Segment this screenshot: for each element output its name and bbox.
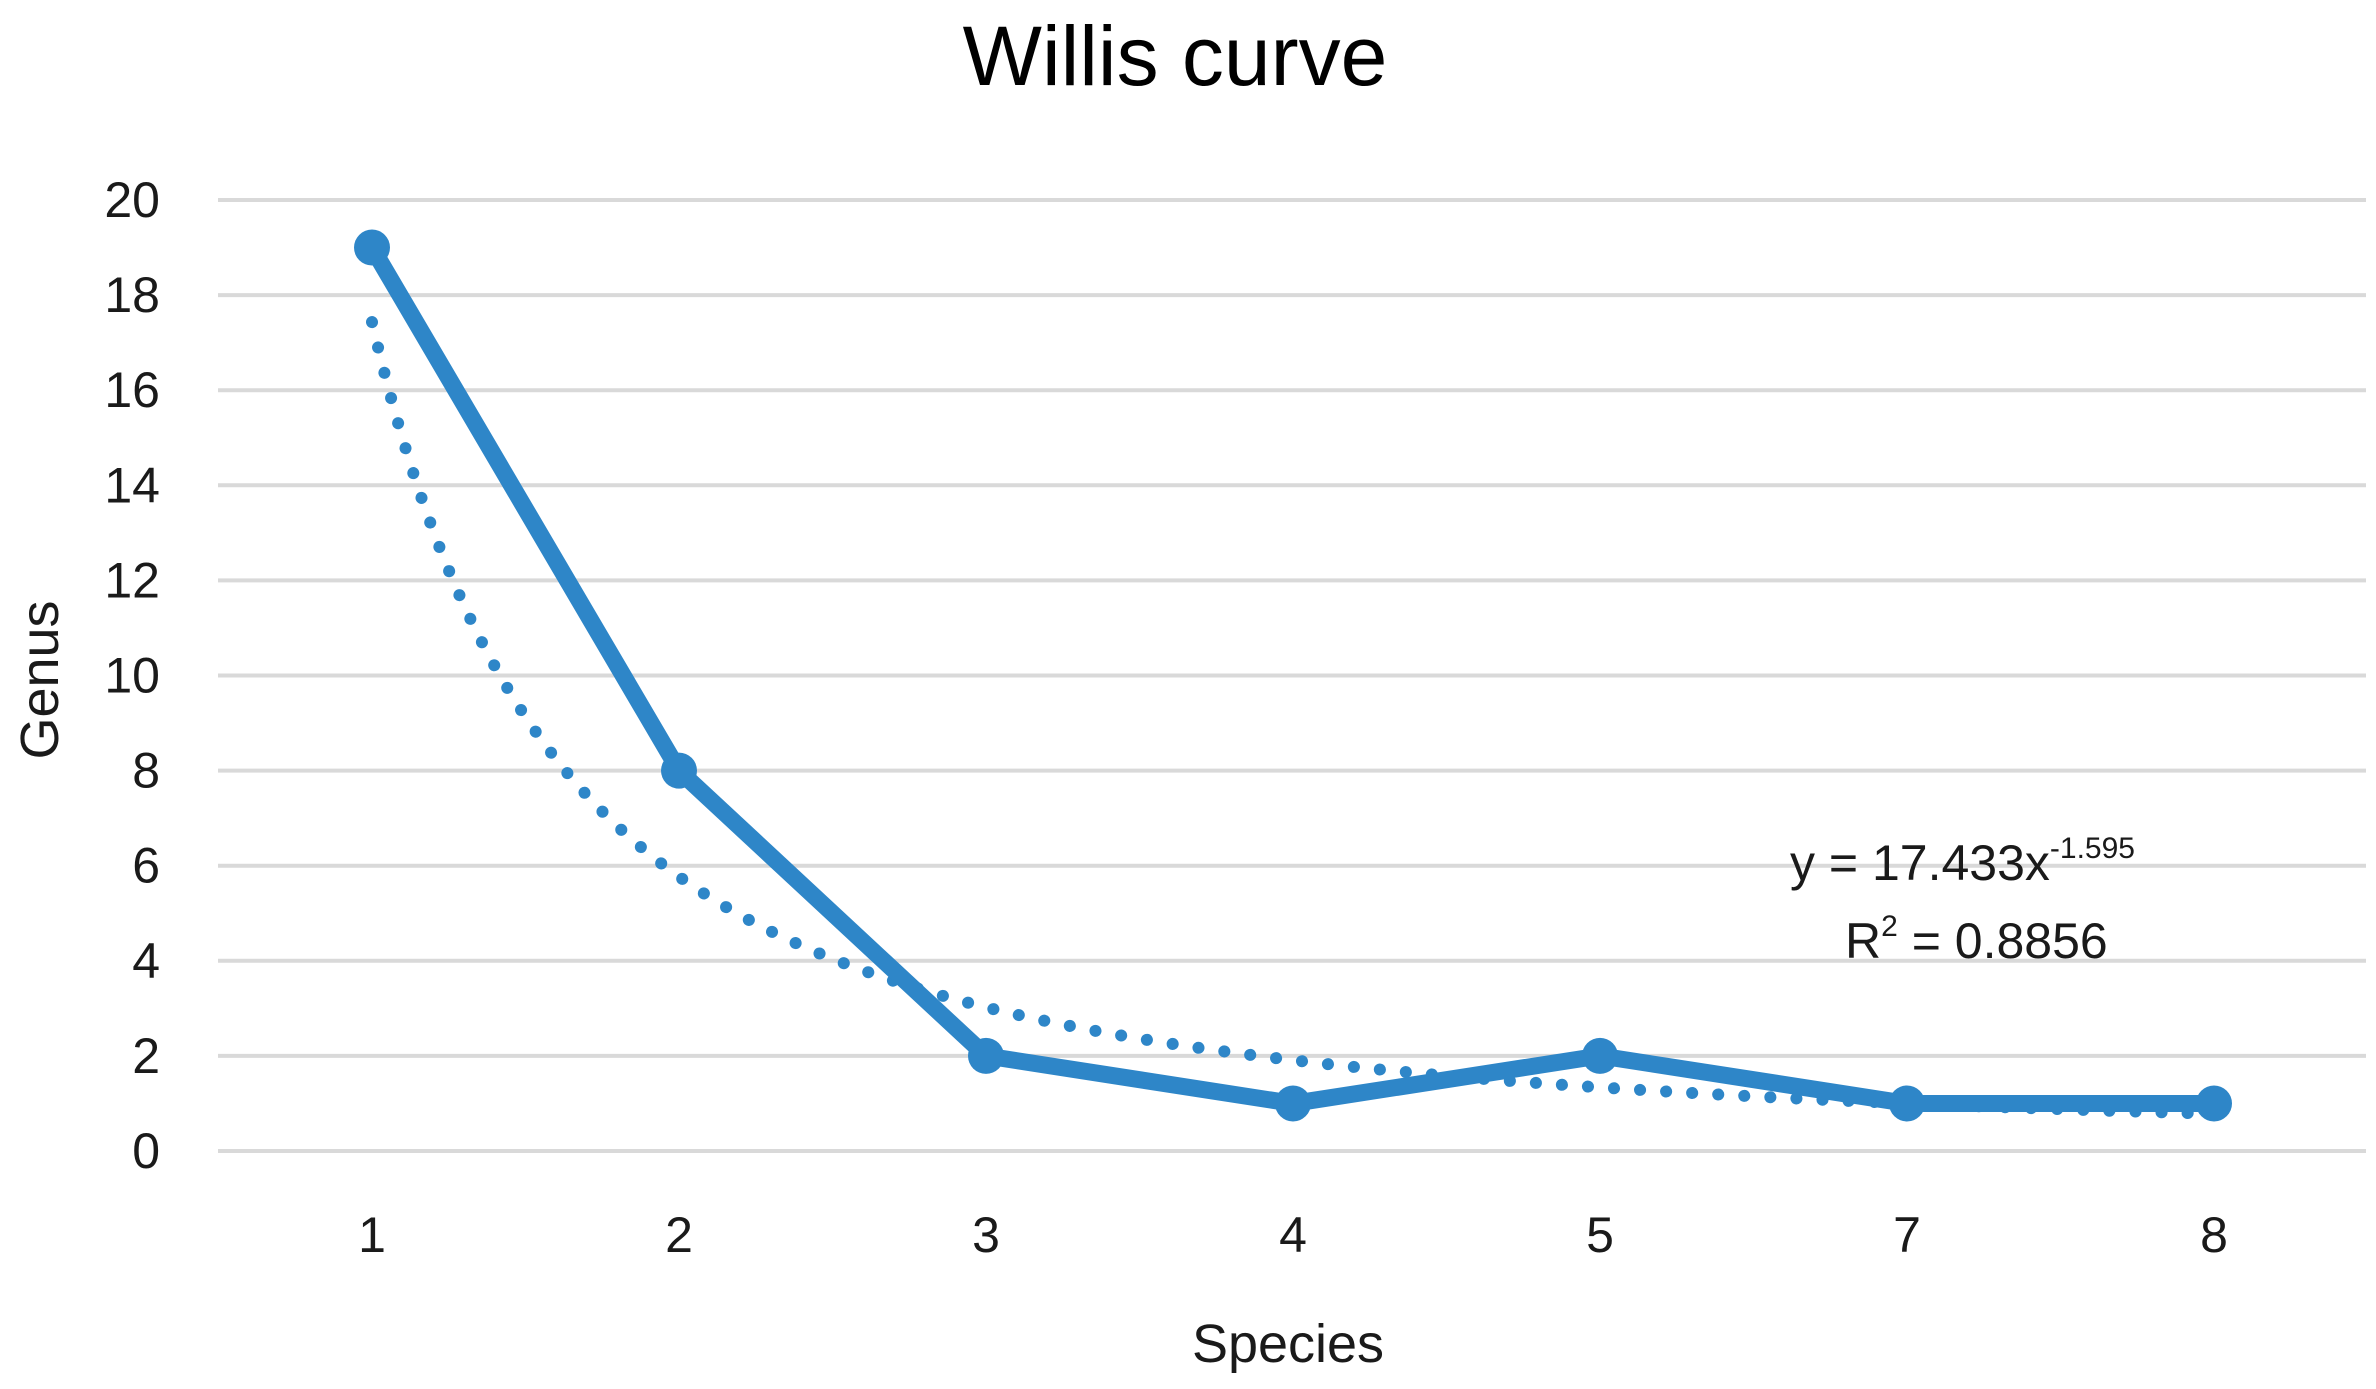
y-tick-label: 12 (104, 552, 160, 608)
y-tick-label: 14 (104, 457, 160, 513)
trendline-r-squared: R2 = 0.8856 (1845, 910, 2108, 969)
x-tick-label: 4 (1279, 1207, 1307, 1263)
data-point (354, 229, 390, 266)
trendline-power (366, 316, 2220, 1120)
trendline-equation-exponent: -1.595 (2050, 832, 2135, 865)
x-tick-label: 3 (972, 1207, 1000, 1263)
r-squared-label: R (1845, 913, 1881, 969)
x-tick-label: 8 (2200, 1207, 2228, 1263)
x-tick-label: 1 (358, 1207, 386, 1263)
chart-title: Willis curve (963, 9, 1388, 103)
data-point (1582, 1037, 1618, 1074)
trendline-equation-main: y = 17.433x (1790, 835, 2050, 891)
y-tick-label: 6 (132, 838, 160, 894)
x-tick-label: 7 (1893, 1207, 1921, 1263)
data-point (2196, 1085, 2232, 1122)
x-tick-label: 5 (1586, 1207, 1614, 1263)
r-squared-exponent: 2 (1881, 910, 1898, 943)
x-tick-label: 2 (665, 1207, 693, 1263)
y-tick-label: 0 (132, 1123, 160, 1179)
y-tick-label: 20 (104, 172, 160, 228)
x-axis-title: Species (1192, 1314, 1384, 1374)
trendline-equation: y = 17.433x-1.595 (1790, 832, 2135, 891)
r-squared-value: = 0.8856 (1898, 913, 2108, 969)
y-tick-label: 16 (104, 362, 160, 418)
data-point (968, 1037, 1004, 1074)
y-tick-label: 10 (104, 648, 160, 704)
series-markers (354, 229, 2232, 1122)
y-tick-label: 2 (132, 1028, 160, 1084)
y-tick-label: 4 (132, 933, 160, 989)
data-point (1889, 1085, 1925, 1122)
y-axis-title: Genus (10, 600, 70, 759)
y-axis-ticks: 0 2 4 6 8 10 12 14 16 18 20 (104, 172, 160, 1179)
gridlines (218, 198, 2366, 1153)
x-axis-ticks: 1 2 3 4 5 7 8 (358, 1207, 2228, 1263)
data-point (661, 752, 697, 789)
y-tick-label: 8 (132, 743, 160, 799)
data-point (1275, 1085, 1311, 1122)
y-tick-label: 18 (104, 267, 160, 323)
